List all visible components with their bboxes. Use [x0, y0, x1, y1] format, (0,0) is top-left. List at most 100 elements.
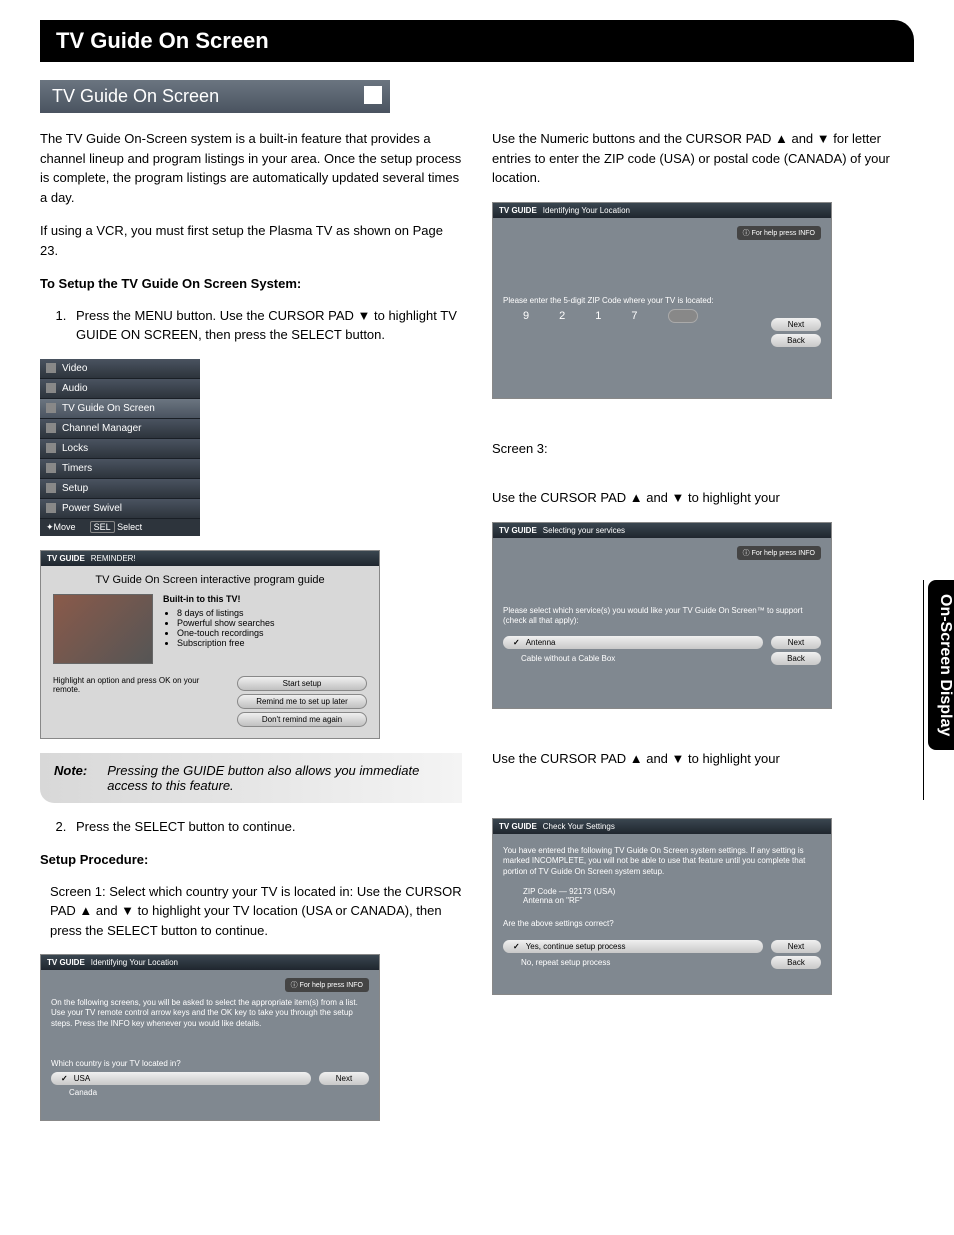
reminder-thumbnail: [53, 594, 153, 664]
menu-icon: [46, 443, 56, 453]
setting-item: Antenna on "RF": [523, 896, 821, 905]
reminder-title: TV Guide On Screen interactive program g…: [53, 574, 367, 586]
menu-icon: [46, 463, 56, 473]
left-column: The TV Guide On-Screen system is a built…: [40, 129, 462, 1141]
next-button[interactable]: Next: [319, 1072, 369, 1085]
digit-input[interactable]: [668, 309, 698, 323]
screen3-body: ⓘ For help press INFO Please select whic…: [493, 538, 831, 708]
dropdown-icon: [364, 86, 382, 104]
menu-footer: ✦Move SEL Select: [40, 519, 200, 536]
setting-item: ZIP Code — 92173 (USA): [523, 887, 821, 896]
menu-label: Channel Manager: [62, 423, 142, 434]
reminder-header: TV GUIDE REMINDER!: [41, 551, 379, 566]
option-canada[interactable]: Canada: [51, 1088, 369, 1097]
menu-item-swivel[interactable]: Power Swivel: [40, 499, 200, 519]
screen2-header: TV GUIDE Identifying Your Location: [493, 203, 831, 218]
help-badge: ⓘ For help press INFO: [737, 226, 821, 240]
feature-item: Powerful show searches: [177, 618, 275, 628]
tvguide-logo: TV GUIDE: [499, 526, 537, 535]
option-row: ✓USA Next: [51, 1072, 369, 1085]
screen1-question: Which country is your TV located in?: [51, 1059, 369, 1068]
footer-move: ✦Move: [46, 522, 76, 533]
footer-select: SEL Select: [90, 522, 143, 533]
screen4-question: Are the above settings correct?: [503, 919, 821, 929]
menu-label: Locks: [62, 443, 88, 454]
start-setup-button[interactable]: Start setup: [237, 676, 367, 691]
screen1: TV GUIDE Identifying Your Location ⓘ For…: [40, 954, 380, 1121]
menu-item-video[interactable]: Video: [40, 359, 200, 379]
screen2-header-title: Identifying Your Location: [543, 206, 630, 215]
option-no[interactable]: No, repeat setup process: [503, 958, 763, 967]
menu-icon: [46, 423, 56, 433]
digit: 7: [631, 310, 637, 322]
digit: 2: [559, 310, 565, 322]
menu-item-tvguide[interactable]: TV Guide On Screen: [40, 399, 200, 419]
check-icon: ✓: [513, 942, 520, 951]
section-banner: TV Guide On Screen: [40, 80, 390, 113]
help-badge: ⓘ For help press INFO: [285, 978, 369, 992]
menu-item-timers[interactable]: Timers: [40, 459, 200, 479]
cursor-instruction: Use the CURSOR PAD ▲ and ▼ to highlight …: [492, 488, 914, 508]
remind-later-button[interactable]: Remind me to set up later: [237, 694, 367, 709]
content-columns: The TV Guide On-Screen system is a built…: [40, 129, 914, 1141]
option-cable[interactable]: Cable without a Cable Box: [503, 654, 763, 663]
dont-remind-button[interactable]: Don't remind me again: [237, 712, 367, 727]
menu-list: Video Audio TV Guide On Screen Channel M…: [40, 359, 200, 536]
option-usa[interactable]: ✓USA: [51, 1072, 311, 1085]
screen1-body: ⓘ For help press INFO On the following s…: [41, 970, 379, 1120]
note-text: Pressing the GUIDE button also allows yo…: [107, 763, 448, 793]
screen1-header-title: Identifying Your Location: [91, 958, 178, 967]
menu-item-audio[interactable]: Audio: [40, 379, 200, 399]
features-title: Built-in to this TV!: [163, 594, 275, 604]
next-button[interactable]: Next: [771, 318, 821, 331]
screen2-body: ⓘ For help press INFO Please enter the 5…: [493, 218, 831, 398]
page-title: TV Guide On Screen: [56, 28, 269, 53]
reminder-screen: TV GUIDE REMINDER! TV Guide On Screen in…: [40, 550, 380, 739]
back-button[interactable]: Back: [771, 956, 821, 969]
screen3: TV GUIDE Selecting your services ⓘ For h…: [492, 522, 832, 709]
screen4-body: You have entered the following TV Guide …: [493, 834, 831, 994]
tvguide-logo: TV GUIDE: [499, 822, 537, 831]
tvguide-logo: TV GUIDE: [47, 958, 85, 967]
screen4-header: TV GUIDE Check Your Settings: [493, 819, 831, 834]
check-icon: ✓: [513, 638, 520, 647]
page-header: TV Guide On Screen: [40, 20, 914, 62]
option-row: ✓ Yes, continue setup process Next: [503, 940, 821, 953]
step-1: Press the MENU button. Use the CURSOR PA…: [70, 306, 462, 345]
tvguide-logo: TV GUIDE: [499, 206, 537, 215]
menu-icon: [46, 383, 56, 393]
feature-item: One-touch recordings: [177, 628, 275, 638]
screen3-header: TV GUIDE Selecting your services: [493, 523, 831, 538]
next-button[interactable]: Next: [771, 636, 821, 649]
banner-title: TV Guide On Screen: [52, 86, 219, 106]
reminder-features: Built-in to this TV! 8 days of listings …: [163, 594, 275, 664]
next-button[interactable]: Next: [771, 940, 821, 953]
menu-item-channel[interactable]: Channel Manager: [40, 419, 200, 439]
feature-item: 8 days of listings: [177, 608, 275, 618]
note-box: Note: Pressing the GUIDE button also all…: [40, 753, 462, 803]
option-row: No, repeat setup process Back: [503, 956, 821, 969]
option-yes[interactable]: ✓ Yes, continue setup process: [503, 940, 763, 953]
menu-label: TV Guide On Screen: [62, 403, 155, 414]
option-label-text: Antenna: [526, 638, 556, 647]
menu-item-locks[interactable]: Locks: [40, 439, 200, 459]
step-2: Press the SELECT button to continue.: [70, 817, 462, 837]
menu-icon: [46, 363, 56, 373]
screen3-label: Screen 3:: [492, 439, 914, 459]
option-label-text: Yes, continue setup process: [526, 942, 626, 951]
intro-text: The TV Guide On-Screen system is a built…: [40, 129, 462, 207]
back-button[interactable]: Back: [771, 334, 821, 347]
procedure-heading: Setup Procedure:: [40, 850, 462, 870]
back-button[interactable]: Back: [771, 652, 821, 665]
menu-icon: [46, 483, 56, 493]
option-antenna[interactable]: ✓ Antenna: [503, 636, 763, 649]
menu-item-setup[interactable]: Setup: [40, 479, 200, 499]
reminder-footer: Highlight an option and press OK on your…: [53, 676, 367, 730]
screen2: TV GUIDE Identifying Your Location ⓘ For…: [492, 202, 832, 399]
screen4-header-title: Check Your Settings: [543, 822, 615, 831]
vcr-note: If using a VCR, you must first setup the…: [40, 221, 462, 260]
digit: 9: [523, 310, 529, 322]
screen4-intro: You have entered the following TV Guide …: [503, 846, 821, 877]
menu-label: Timers: [62, 463, 92, 474]
zip-intro: Use the Numeric buttons and the CURSOR P…: [492, 129, 914, 188]
